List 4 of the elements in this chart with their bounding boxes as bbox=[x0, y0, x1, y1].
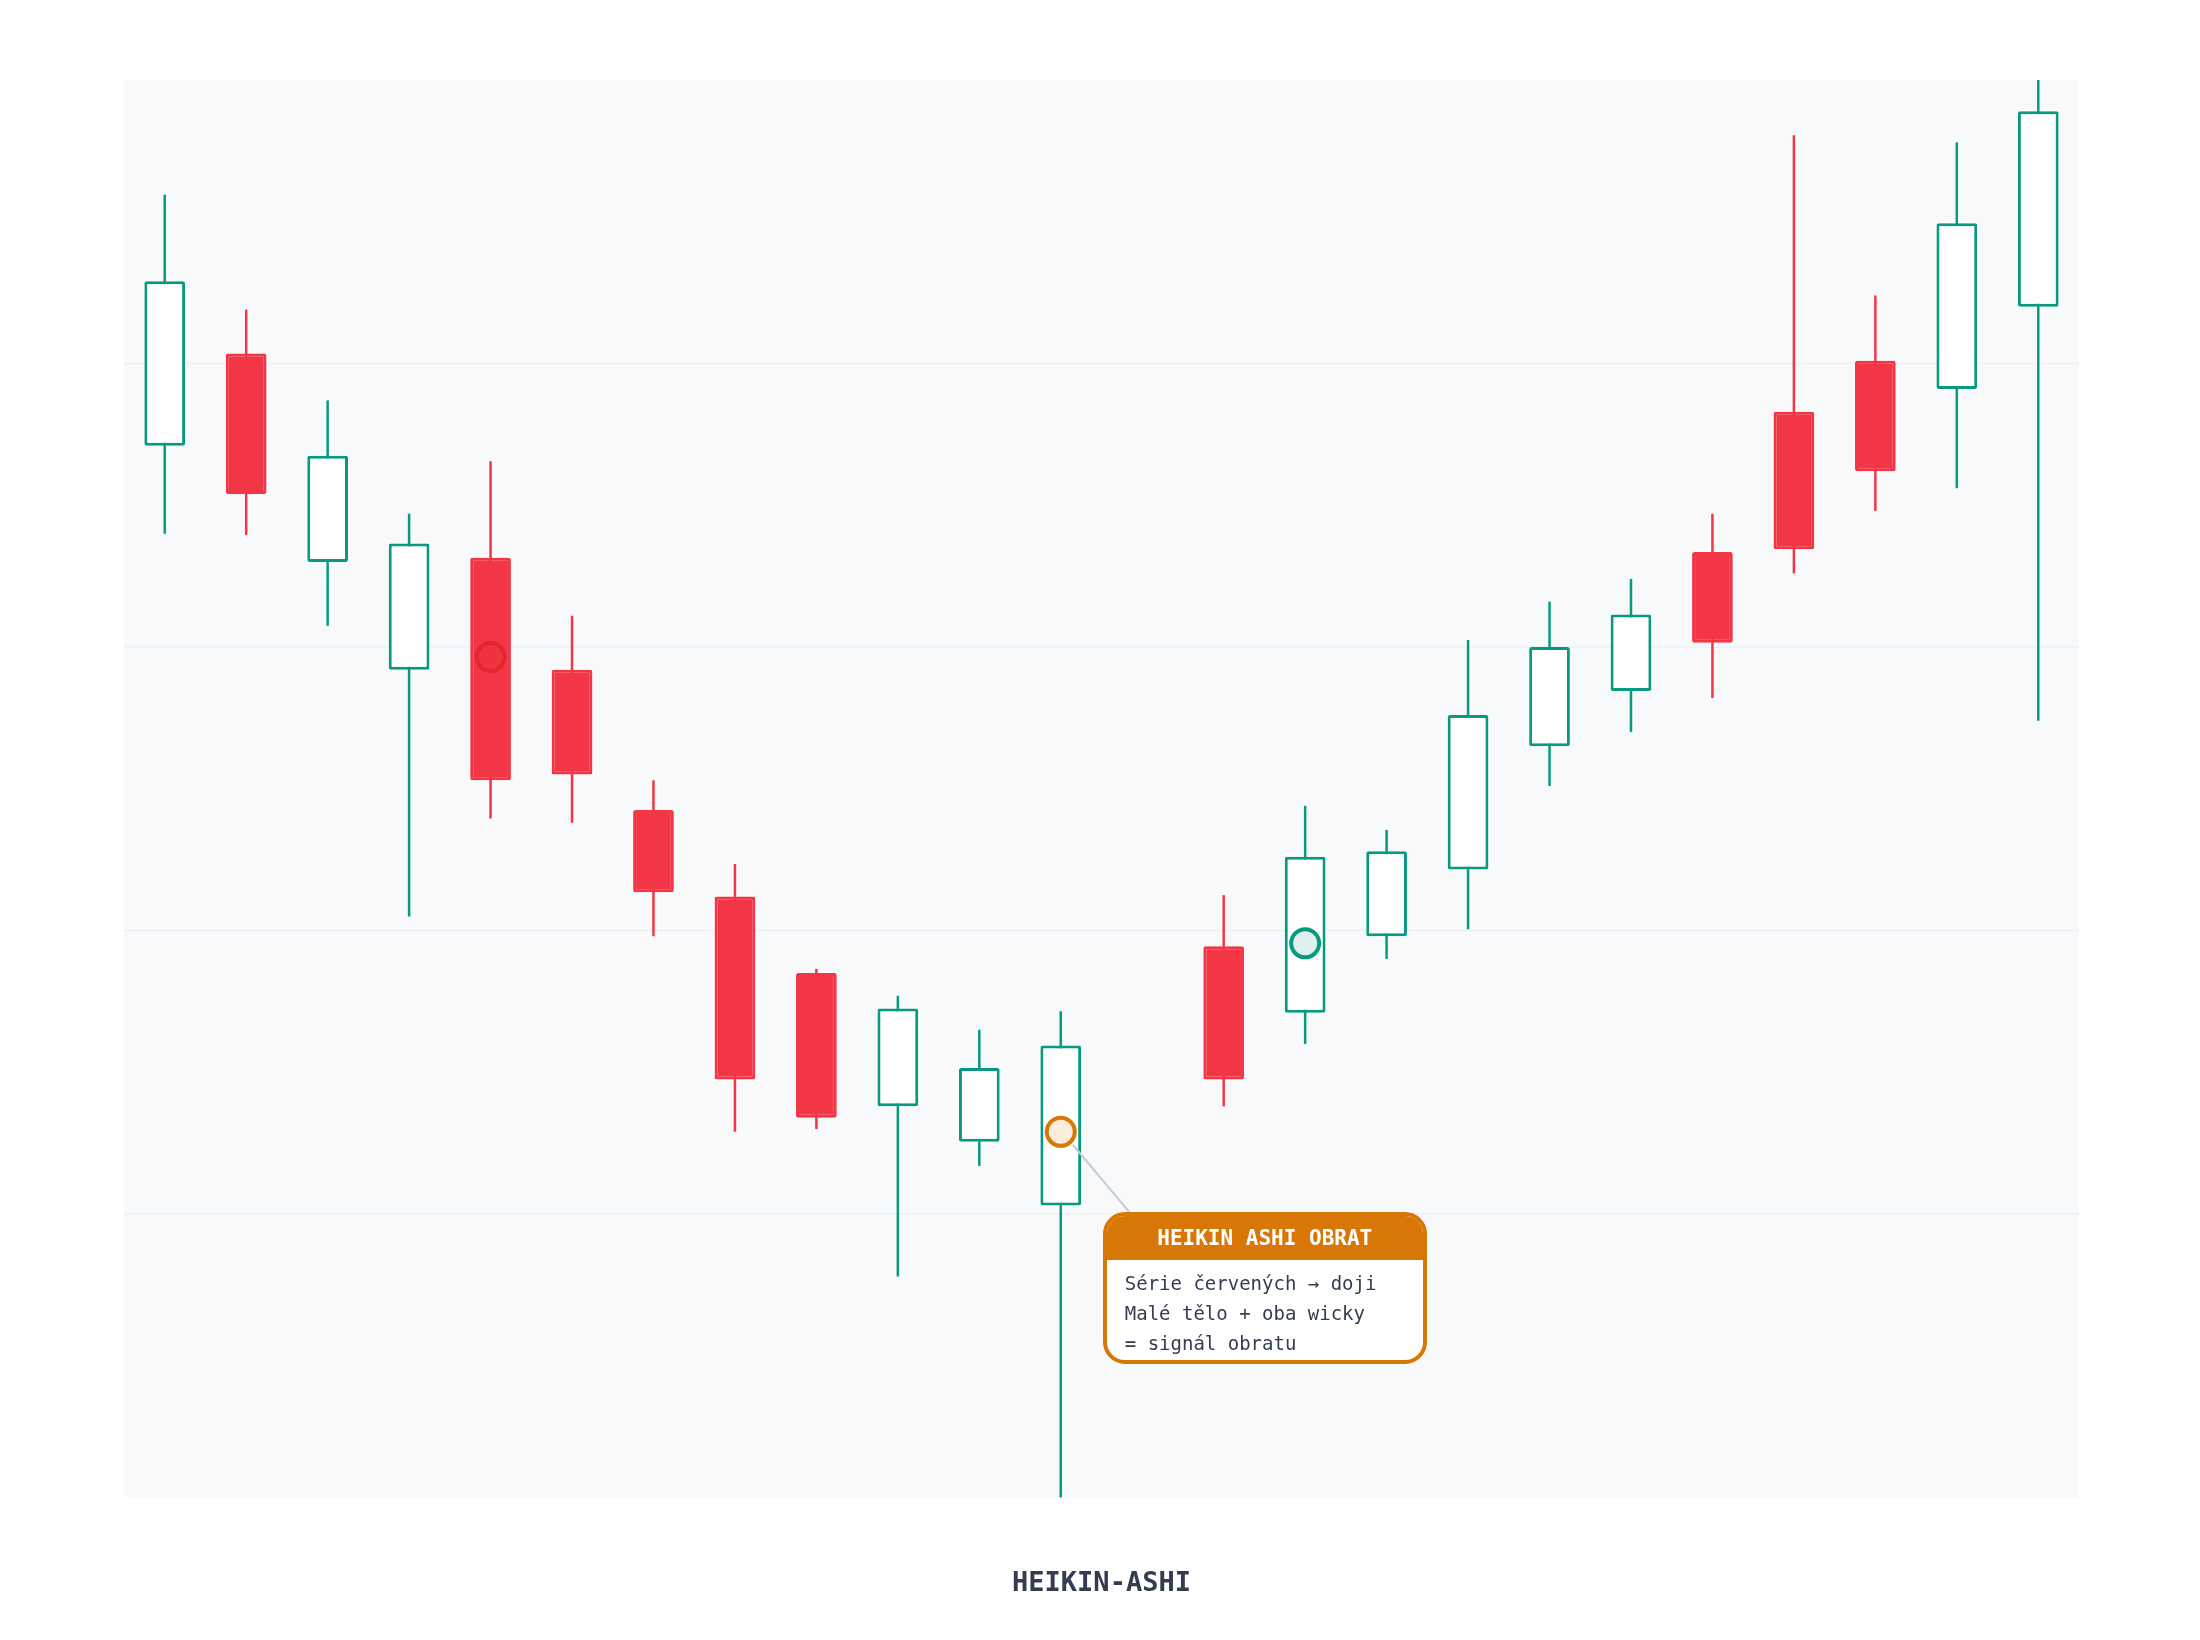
annotation: HEIKIN ASHI OBRAT bbox=[1106, 1215, 1423, 1260]
annotation: Série červených → doji Malé tělo + oba wicky = signál obratu bbox=[1123, 1270, 1378, 1356]
x-axis-title: HEIKIN-ASHI bbox=[1012, 1565, 1191, 1597]
callout-box: HEIKIN ASHI OBRAT Série červených → doji Malé tělo + oba wicky = signál obratu bbox=[1102, 1211, 1427, 1364]
